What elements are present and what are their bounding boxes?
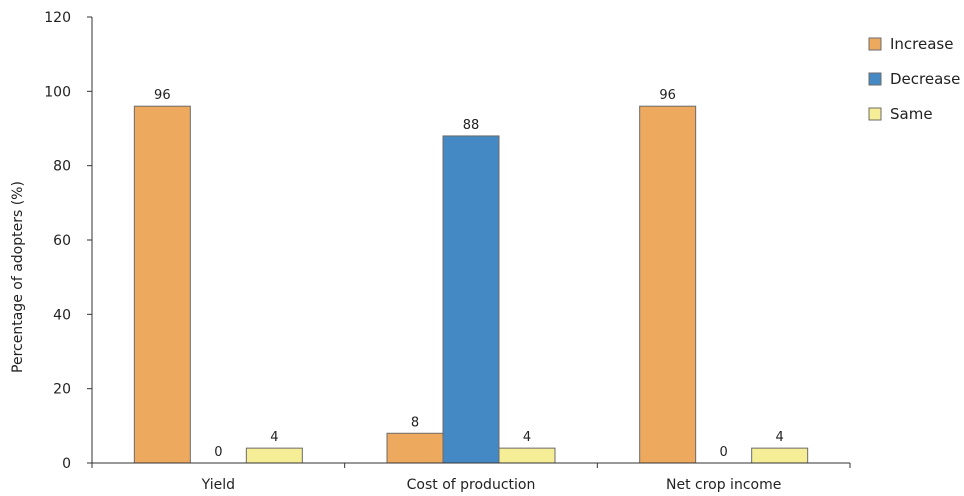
data-label: 4 — [776, 430, 784, 445]
legend-label: Increase — [890, 35, 953, 53]
y-tick-label: 120 — [44, 10, 71, 26]
data-label: 88 — [463, 118, 480, 133]
bar-same — [245, 447, 303, 464]
x-axis: Yield Cost of production Net crop income — [91, 462, 851, 493]
legend-swatch-decrease — [868, 72, 882, 86]
bar-same — [751, 447, 809, 464]
data-label: 0 — [214, 445, 222, 460]
legend-swatch-increase — [868, 37, 882, 51]
data-label: 4 — [523, 430, 531, 445]
data-label: 8 — [411, 415, 419, 430]
data-label: 4 — [270, 430, 278, 445]
y-tick-label: 60 — [53, 233, 71, 249]
y-tick-label: 0 — [62, 456, 71, 472]
bar-increase — [386, 432, 444, 464]
bar-decrease — [442, 135, 500, 464]
x-category-label: Cost of production — [407, 477, 536, 493]
bar-increase — [639, 105, 697, 464]
legend-swatch-same — [868, 107, 882, 121]
y-axis: 0 20 40 60 80 100 120 — [44, 10, 93, 472]
data-label: 96 — [154, 88, 171, 103]
y-tick-label: 100 — [44, 84, 71, 100]
legend-label: Decrease — [890, 70, 960, 88]
legend: Increase Decrease Same — [868, 35, 960, 123]
x-category-label: Yield — [201, 477, 235, 493]
y-tick-label: 20 — [53, 382, 71, 398]
bar-same — [498, 447, 556, 464]
legend-label: Same — [890, 105, 933, 123]
x-category-label: Net crop income — [666, 477, 781, 493]
y-tick-label: 80 — [53, 159, 71, 175]
y-tick-label: 40 — [53, 307, 71, 323]
data-label: 0 — [720, 445, 728, 460]
data-label: 96 — [659, 88, 676, 103]
bar-increase — [133, 105, 191, 464]
y-axis-title: Percentage of adopters (%) — [10, 181, 26, 373]
